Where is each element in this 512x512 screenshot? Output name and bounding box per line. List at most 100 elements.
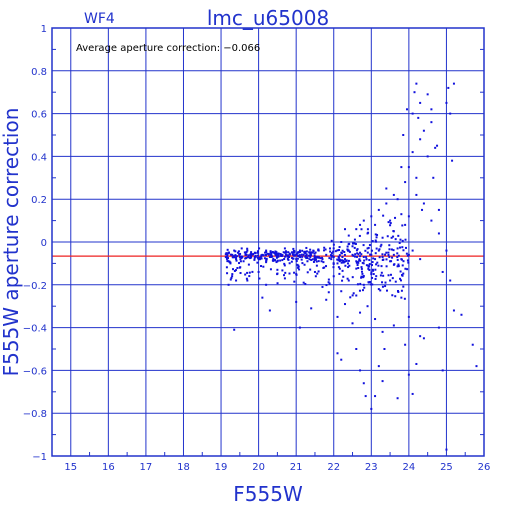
data-point	[283, 277, 286, 280]
data-point	[374, 239, 377, 242]
data-point	[356, 283, 359, 286]
data-point	[306, 271, 309, 274]
data-point	[316, 272, 319, 275]
data-point	[291, 253, 294, 256]
data-point	[328, 247, 331, 250]
data-point	[253, 257, 256, 260]
data-point	[281, 259, 284, 262]
data-point	[352, 292, 355, 295]
data-point	[434, 146, 437, 149]
data-point	[304, 250, 307, 253]
data-point	[265, 249, 268, 252]
data-point	[355, 267, 358, 270]
data-point	[236, 255, 239, 258]
y-tick-label: 0.8	[31, 67, 47, 78]
data-point	[355, 260, 358, 263]
data-point	[396, 258, 399, 261]
data-point	[358, 259, 361, 262]
data-point	[261, 296, 264, 299]
data-point	[301, 262, 304, 265]
chart-subtitle: WF4	[84, 11, 115, 27]
data-point	[362, 255, 365, 258]
data-point	[374, 268, 377, 271]
data-point	[265, 254, 268, 257]
data-point	[313, 252, 316, 255]
data-point	[248, 271, 251, 274]
data-point	[247, 256, 250, 259]
data-point	[360, 276, 363, 279]
data-point	[402, 260, 405, 263]
data-point	[311, 258, 314, 261]
data-point	[379, 289, 382, 292]
data-point	[295, 300, 298, 303]
data-point	[392, 253, 395, 256]
data-point	[239, 272, 242, 275]
data-point	[303, 250, 306, 253]
data-point	[407, 315, 410, 318]
data-point	[235, 259, 238, 262]
data-point	[397, 265, 400, 268]
data-point	[239, 258, 242, 261]
data-point	[336, 352, 339, 355]
data-point	[362, 262, 365, 265]
data-point	[349, 296, 352, 299]
data-point	[332, 275, 335, 278]
data-point	[277, 252, 280, 255]
data-point	[353, 242, 356, 245]
data-point	[351, 294, 354, 297]
data-point	[411, 112, 414, 115]
data-point	[362, 276, 365, 279]
data-point	[385, 251, 388, 254]
data-point	[381, 255, 384, 258]
data-point	[367, 265, 370, 268]
data-point	[338, 249, 341, 252]
data-point	[422, 202, 425, 205]
data-point	[344, 303, 347, 306]
data-point	[351, 245, 354, 248]
data-point	[283, 274, 286, 277]
data-point	[366, 305, 369, 308]
data-point	[452, 309, 455, 312]
y-tick-label: 1	[41, 24, 47, 35]
data-point	[396, 198, 399, 201]
data-point	[233, 256, 236, 259]
data-point	[265, 283, 268, 286]
data-point	[436, 144, 439, 147]
data-point	[344, 228, 347, 231]
data-point	[401, 274, 404, 277]
data-point	[405, 108, 408, 111]
data-point	[224, 253, 227, 256]
data-point	[338, 246, 341, 249]
data-point	[359, 282, 362, 285]
data-point	[402, 134, 405, 136]
x-tick-label: 23	[365, 462, 378, 473]
data-point	[390, 260, 393, 263]
x-tick-label: 26	[478, 462, 491, 473]
data-point	[323, 246, 326, 249]
data-point	[398, 241, 401, 244]
data-point	[390, 248, 393, 251]
data-point	[400, 289, 403, 292]
data-point	[369, 281, 372, 284]
data-point	[437, 232, 440, 235]
data-point	[309, 248, 312, 251]
data-point	[282, 251, 285, 254]
data-point	[245, 250, 248, 253]
data-point	[340, 241, 343, 243]
data-point	[298, 326, 301, 329]
data-point	[317, 270, 320, 273]
data-point	[249, 254, 252, 257]
data-point	[407, 166, 410, 169]
data-point	[329, 250, 332, 253]
data-point	[336, 249, 339, 252]
data-point	[249, 257, 252, 260]
data-point	[426, 155, 429, 158]
data-point	[325, 253, 328, 256]
data-point	[275, 251, 278, 254]
data-point	[327, 291, 330, 294]
data-point	[355, 249, 358, 252]
data-point	[359, 255, 362, 258]
data-point	[385, 289, 388, 292]
data-point	[265, 261, 268, 264]
data-point	[374, 318, 377, 321]
